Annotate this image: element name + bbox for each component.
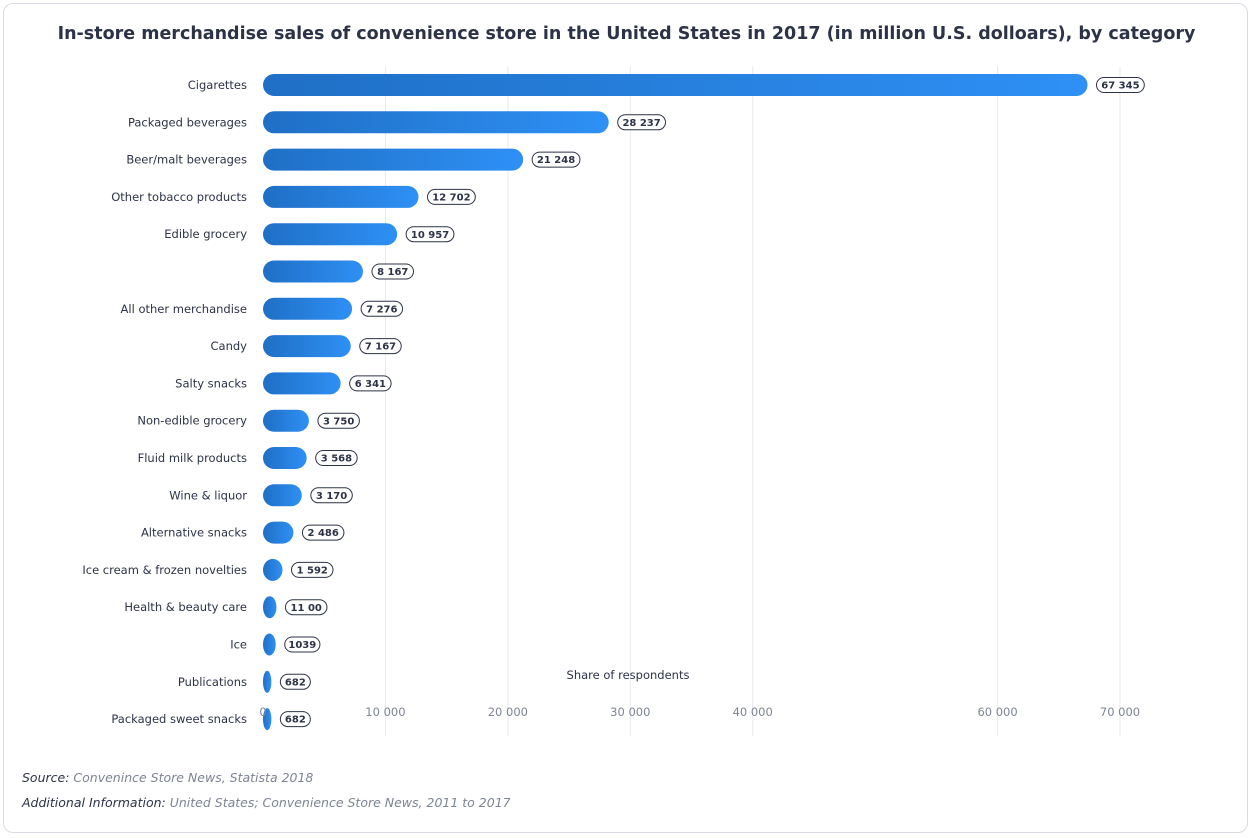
data-label-pill [290, 561, 334, 578]
data-label: 8 167 [377, 267, 408, 278]
data-label: 12 702 [432, 193, 470, 204]
additional-info-value: United States; Convenience Store News, 2… [169, 795, 511, 810]
bar[interactable] [263, 297, 353, 320]
bar[interactable] [263, 633, 276, 656]
data-label-pill [317, 412, 360, 429]
additional-info-line: Additional Information: United States; C… [22, 795, 511, 810]
category-label: Fluid milk products [138, 451, 247, 465]
data-label-pill [617, 114, 667, 131]
x-tick-label: 40 000 [733, 705, 773, 719]
data-label: 1 592 [297, 566, 328, 577]
bars: Cigarettes 67 345 Packaged beverages 28 237… [82, 74, 1145, 731]
category-label: Publications [178, 675, 247, 689]
data-label: 682 [285, 715, 306, 726]
grid-lines [384, 66, 1121, 736]
bar[interactable] [263, 74, 1088, 96]
x-tick-label: 10 000 [365, 705, 405, 719]
category-label: Wine & liquor [169, 488, 247, 502]
data-label-pill [1095, 77, 1145, 93]
data-label: 21 248 [537, 155, 575, 166]
bar[interactable] [263, 447, 307, 469]
data-label: 67 345 [1101, 81, 1139, 92]
data-label: 2 486 [308, 528, 339, 539]
data-label-pill [284, 599, 328, 616]
data-label-pill [315, 450, 358, 466]
source-link[interactable]: Convenince Store News, Statista 2018 [73, 770, 314, 785]
chart-card [3, 3, 1248, 833]
x-tick-label: 60 000 [977, 705, 1017, 719]
additional-info-label: Additional Information: [22, 795, 166, 810]
data-label-pill [531, 151, 581, 168]
data-label: 3 750 [323, 416, 354, 427]
data-label: 10 957 [411, 230, 449, 241]
data-label-pill [301, 524, 345, 541]
bar[interactable] [263, 260, 363, 283]
data-label-pill [349, 375, 392, 392]
category-label: Beer/malt beverages [126, 153, 247, 167]
bar[interactable] [263, 148, 524, 171]
bar[interactable] [263, 185, 419, 208]
category-label: Ice cream & frozen novelties [82, 563, 247, 577]
category-label: All other merchandise [121, 302, 247, 316]
data-label: 11 00 [291, 603, 322, 614]
bar[interactable] [263, 111, 609, 134]
data-label-pill [310, 487, 353, 504]
x-tick-label: 0 [259, 705, 266, 719]
category-label: Other tobacco products [111, 190, 247, 204]
bar[interactable] [263, 521, 294, 544]
bar[interactable] [263, 409, 309, 432]
x-tick-label: 30 000 [610, 705, 650, 719]
source-label: Source: [22, 770, 70, 785]
bar[interactable] [263, 372, 341, 395]
source-line: Source: Convenince Store News, Statista … [22, 770, 313, 785]
bar[interactable] [263, 708, 272, 731]
data-label-pill [359, 338, 402, 355]
category-label: Packaged beverages [128, 115, 247, 129]
category-label: Health & beauty care [124, 600, 247, 614]
category-label: Packaged sweet snacks [111, 712, 247, 726]
data-label-pill [405, 226, 455, 243]
data-label: 6 341 [355, 379, 386, 390]
x-axis: 0 10 000 20 000 30 000 40 000 60 000 70 000 Sha… [259, 668, 1140, 719]
x-axis-label: Share of respondents [567, 668, 690, 682]
bar[interactable] [263, 223, 398, 246]
bar[interactable] [263, 484, 302, 507]
category-label: Non-edible grocery [137, 414, 247, 428]
data-label-pill [279, 673, 311, 690]
bar[interactable] [263, 335, 351, 358]
bar[interactable] [263, 596, 277, 619]
x-tick-label: 20 000 [488, 705, 528, 719]
category-label: Salty snacks [175, 376, 247, 390]
data-label: 7 167 [365, 342, 396, 353]
data-label-pill [371, 263, 414, 280]
data-label-pill [284, 636, 321, 653]
data-label: 28 237 [622, 118, 660, 129]
data-label: 3 170 [316, 491, 347, 502]
data-label: 1039 [288, 640, 316, 651]
category-label: Candy [211, 339, 248, 353]
data-label: 3 568 [321, 454, 352, 465]
bar[interactable] [263, 670, 272, 693]
category-label: Edible grocery [164, 227, 247, 241]
data-label: 682 [285, 677, 306, 688]
data-label: 7 276 [366, 304, 397, 315]
category-label: Ice [230, 638, 247, 652]
category-label: Cigarettes [188, 78, 247, 92]
data-label-pill [279, 711, 311, 728]
category-label: Alternative snacks [141, 526, 247, 540]
data-label-pill [427, 188, 476, 205]
chart-title: In-store merchandise sales of convenienc… [57, 24, 1196, 44]
bar[interactable] [263, 558, 283, 581]
x-tick-label: 70 000 [1100, 705, 1140, 719]
data-label-pill [360, 300, 404, 317]
